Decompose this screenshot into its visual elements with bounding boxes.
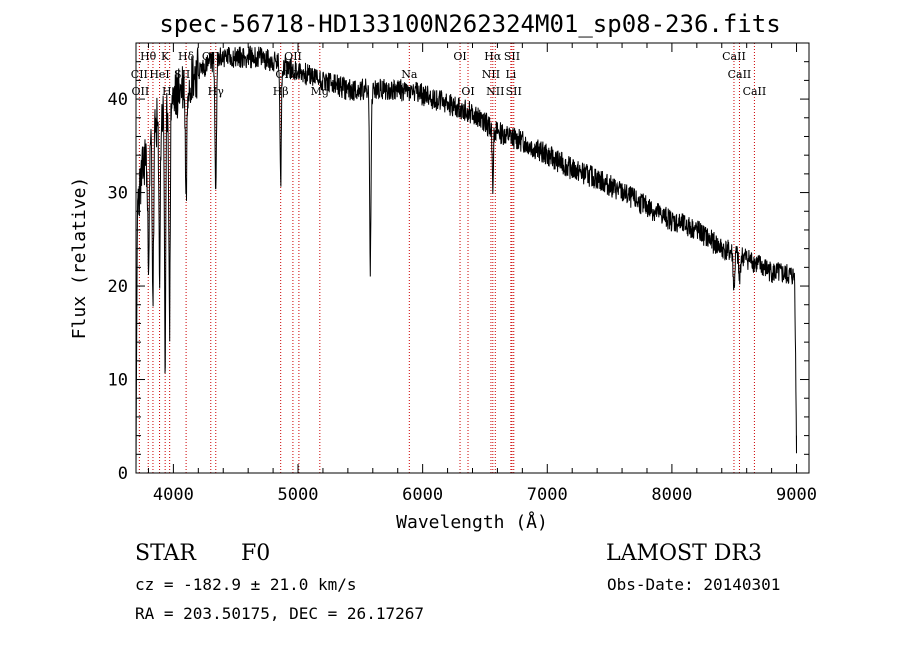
y-tick-label: 10 — [108, 371, 128, 391]
line-marker-label: HeI — [149, 68, 169, 81]
y-axis-ticks: 0 10 20 30 40 — [108, 61, 809, 484]
x-tick-label: 9000 — [776, 485, 817, 505]
line-marker-label: CaII — [743, 85, 767, 98]
line-marker-label: Li — [505, 68, 516, 81]
line-marker-label: CaII — [728, 68, 752, 81]
x-tick-label: 6000 — [402, 485, 443, 505]
object-class: STAR — [135, 541, 197, 566]
x-axis-label: Wavelength (Å) — [396, 511, 548, 533]
line-marker-label: OI — [453, 50, 466, 63]
line-marker-label: K — [161, 50, 170, 63]
line-marker-label: OI — [461, 85, 474, 98]
line-marker-label: Hδ — [178, 50, 195, 63]
y-tick-label: 30 — [108, 184, 128, 204]
survey-name: LAMOST DR3 — [606, 541, 762, 566]
y-tick-label: 0 — [118, 464, 128, 484]
line-marker-label: CaII — [722, 50, 746, 63]
spectrum-line — [135, 45, 797, 474]
x-tick-label: 5000 — [278, 485, 319, 505]
x-tick-label: 7000 — [527, 485, 568, 505]
line-marker-label: CII — [131, 68, 148, 81]
line-marker-label: Hγ — [208, 85, 225, 98]
y-tick-label: 20 — [108, 277, 128, 297]
chart-title: spec-56718-HD133100N262324M01_sp08-236.f… — [159, 10, 780, 38]
line-marker-label: NII — [482, 68, 500, 81]
line-marker-label: SII — [506, 85, 522, 98]
line-marker-label: Hα — [484, 50, 502, 63]
line-marker-label: SII — [504, 50, 520, 63]
sky-coordinates: RA = 203.50175, DEC = 26.17267 — [135, 604, 424, 623]
line-marker-label: Na — [401, 68, 418, 81]
x-tick-label: 4000 — [153, 485, 194, 505]
line-marker-label: OII — [132, 85, 150, 98]
plot-frame — [135, 42, 810, 474]
y-tick-label: 40 — [108, 90, 128, 110]
x-tick-label: 8000 — [651, 485, 692, 505]
line-marker-label: Hβ — [273, 85, 289, 98]
line-marker-label: OII — [284, 50, 302, 63]
x-axis-ticks: 4000 5000 6000 7000 8000 9000 — [147, 43, 817, 505]
line-marker-label: NII — [486, 85, 504, 98]
observation-date: Obs-Date: 20140301 — [607, 575, 780, 594]
redshift-value: cz = -182.9 ± 21.0 km/s — [135, 575, 357, 594]
spectral-subclass: F0 — [241, 541, 270, 566]
y-axis-label: Flux (relative) — [69, 177, 90, 340]
line-marker-label: Mg — [311, 85, 329, 98]
line-marker-label: Hθ — [140, 50, 157, 63]
